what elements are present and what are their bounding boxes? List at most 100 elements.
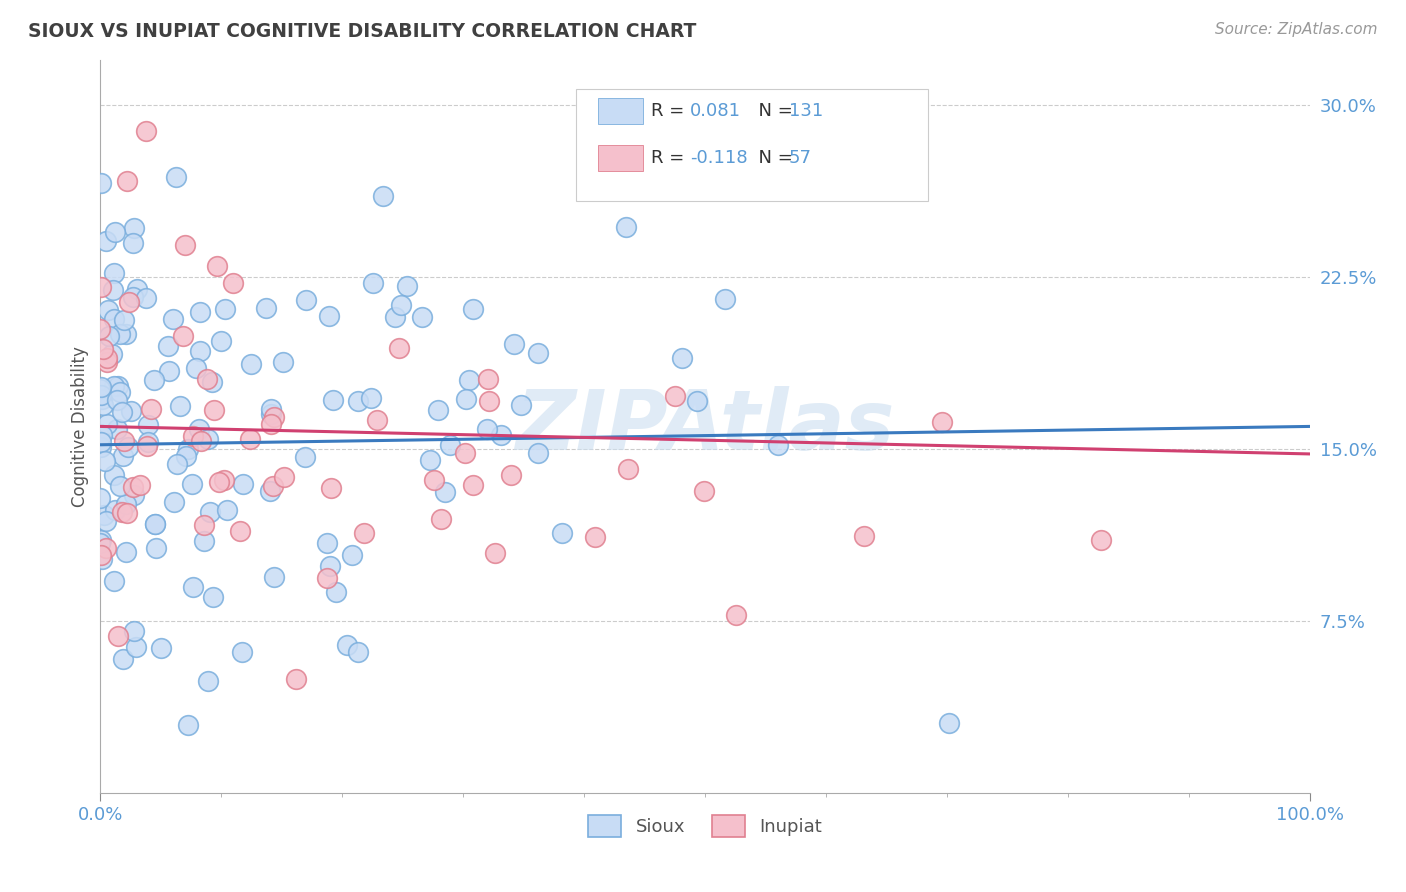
Point: [254, 301, 277, 315]
Point: [90, 380, 112, 394]
Point: [114, 327, 136, 342]
Point: [89, 382, 111, 396]
Point: [107, 378, 129, 392]
Point: [692, 483, 714, 498]
Point: [122, 480, 145, 494]
Point: [124, 624, 146, 638]
Point: [121, 235, 143, 250]
Point: [212, 473, 235, 487]
Point: [188, 422, 211, 436]
Text: 57: 57: [789, 149, 811, 168]
Point: [111, 505, 134, 519]
Point: [174, 449, 197, 463]
Point: [510, 398, 533, 412]
Point: [461, 301, 484, 316]
Point: [526, 346, 548, 360]
Point: [273, 470, 295, 484]
Point: [156, 339, 179, 353]
Text: R =: R =: [651, 149, 690, 168]
Point: [457, 373, 479, 387]
Point: [143, 517, 166, 532]
Point: [177, 442, 200, 457]
Point: [316, 535, 339, 549]
Point: [617, 462, 640, 476]
Point: [725, 607, 748, 622]
Point: [325, 585, 347, 599]
Point: [90, 388, 112, 402]
Point: [294, 450, 316, 464]
Point: [389, 298, 412, 312]
Point: [614, 220, 637, 235]
Point: [135, 291, 157, 305]
Point: [475, 422, 498, 436]
Point: [315, 571, 337, 585]
Point: [347, 393, 370, 408]
Point: [91, 551, 114, 566]
Point: [177, 718, 200, 732]
Point: [105, 393, 128, 408]
Point: [205, 259, 228, 273]
Point: [713, 292, 735, 306]
Point: [214, 302, 236, 317]
Point: [193, 517, 215, 532]
Point: [107, 629, 129, 643]
Point: [111, 405, 134, 419]
Point: [90, 548, 112, 562]
Point: [181, 429, 204, 443]
Point: [120, 404, 142, 418]
Point: [96, 355, 118, 369]
Point: [190, 434, 212, 449]
Point: [419, 452, 441, 467]
Point: [426, 402, 449, 417]
Point: [121, 290, 143, 304]
Point: [478, 393, 501, 408]
Legend: Sioux, Inupiat: Sioux, Inupiat: [581, 808, 830, 845]
Point: [165, 170, 187, 185]
Point: [125, 281, 148, 295]
Point: [222, 276, 245, 290]
Point: [232, 477, 254, 491]
Point: [238, 432, 260, 446]
Text: 131: 131: [789, 102, 823, 120]
Point: [685, 393, 707, 408]
Point: [90, 533, 112, 548]
Point: [499, 467, 522, 482]
Point: [489, 428, 512, 442]
Point: [143, 374, 166, 388]
Point: [108, 384, 131, 399]
Point: [139, 401, 162, 416]
Point: [136, 435, 159, 450]
Point: [91, 392, 114, 406]
Point: [157, 363, 180, 377]
Point: [103, 225, 125, 239]
Point: [322, 392, 344, 407]
Point: [198, 505, 221, 519]
Point: [931, 415, 953, 429]
Text: ZIPAtlas: ZIPAtlas: [516, 386, 894, 467]
Point: [103, 467, 125, 482]
Point: [260, 417, 283, 431]
Point: [114, 312, 136, 326]
Point: [122, 220, 145, 235]
Point: [215, 503, 238, 517]
Point: [240, 357, 263, 371]
Point: [90, 280, 112, 294]
Point: [96, 234, 118, 248]
Point: [135, 124, 157, 138]
Point: [105, 422, 128, 436]
Point: [454, 392, 477, 406]
Point: [366, 412, 388, 426]
Point: [360, 391, 382, 405]
Point: [938, 715, 960, 730]
Point: [186, 360, 208, 375]
Point: [90, 428, 112, 442]
Text: R =: R =: [651, 102, 690, 120]
Point: [97, 303, 120, 318]
Point: [181, 580, 204, 594]
Point: [766, 438, 789, 452]
Point: [117, 440, 139, 454]
Point: [188, 343, 211, 358]
Point: [1090, 533, 1112, 547]
Point: [396, 279, 419, 293]
Point: [461, 478, 484, 492]
